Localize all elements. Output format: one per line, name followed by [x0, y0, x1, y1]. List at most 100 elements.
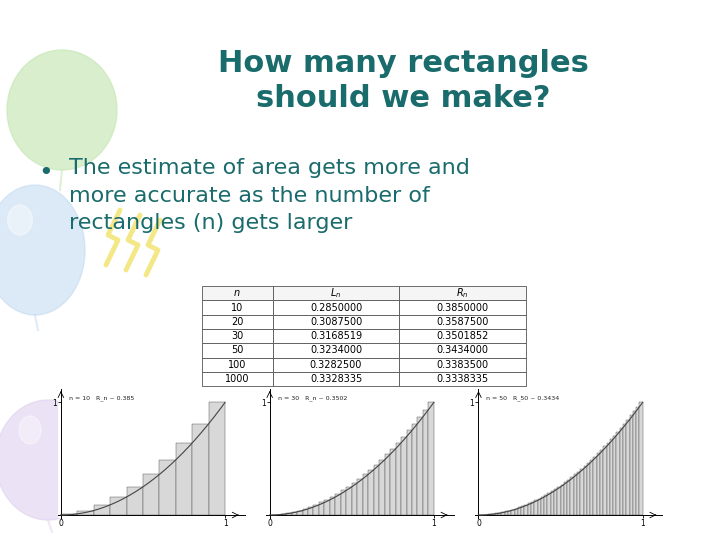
Text: 0.3338335: 0.3338335: [436, 374, 488, 384]
Bar: [498, 513, 501, 515]
Bar: [202, 300, 273, 315]
Bar: [273, 372, 399, 386]
Bar: [281, 514, 286, 515]
Bar: [302, 509, 308, 515]
Text: The estimate of area gets more and
more accurate as the number of
rectangles (n): The estimate of area gets more and more …: [69, 158, 470, 233]
Bar: [341, 490, 346, 515]
Text: 0.3383500: 0.3383500: [436, 360, 488, 370]
Bar: [202, 372, 273, 386]
Text: 0.3282500: 0.3282500: [310, 360, 362, 370]
Text: $R_n$: $R_n$: [456, 286, 469, 300]
Bar: [606, 443, 610, 515]
Bar: [273, 343, 399, 357]
Bar: [557, 487, 561, 515]
Text: 0.3328335: 0.3328335: [310, 374, 362, 384]
Text: How many rectangles
should we make?: How many rectangles should we make?: [217, 49, 589, 113]
Bar: [357, 479, 363, 515]
Text: 10: 10: [231, 302, 243, 313]
Text: 50: 50: [231, 346, 243, 355]
Text: 0.3850000: 0.3850000: [436, 302, 488, 313]
Text: 0.3234000: 0.3234000: [310, 346, 362, 355]
Bar: [399, 300, 526, 315]
Bar: [564, 482, 567, 515]
Bar: [531, 502, 534, 515]
Text: n = 30   R_n ~ 0.3502: n = 30 R_n ~ 0.3502: [278, 395, 347, 401]
Text: n = 50   R_50 ~ 0.3434: n = 50 R_50 ~ 0.3434: [487, 395, 559, 401]
Bar: [620, 428, 623, 515]
Bar: [202, 315, 273, 329]
Text: 0.3168519: 0.3168519: [310, 331, 362, 341]
Bar: [352, 483, 357, 515]
Bar: [492, 514, 495, 515]
Bar: [273, 286, 399, 300]
Bar: [143, 475, 159, 515]
Bar: [407, 430, 412, 515]
Text: 1000: 1000: [225, 374, 250, 384]
Text: 20: 20: [231, 317, 243, 327]
Bar: [428, 402, 434, 515]
Bar: [176, 443, 192, 515]
Bar: [636, 407, 639, 515]
Bar: [495, 514, 498, 515]
Bar: [273, 329, 399, 343]
Bar: [616, 431, 620, 515]
Bar: [534, 501, 538, 515]
Bar: [561, 484, 564, 515]
Bar: [313, 505, 319, 515]
Bar: [639, 402, 643, 515]
Bar: [610, 439, 613, 515]
Bar: [325, 500, 330, 515]
Bar: [528, 503, 531, 515]
Ellipse shape: [7, 205, 32, 235]
Bar: [202, 329, 273, 343]
Bar: [202, 357, 273, 372]
Bar: [379, 460, 384, 515]
Bar: [110, 497, 127, 515]
Bar: [209, 402, 225, 515]
Bar: [399, 372, 526, 386]
Bar: [202, 343, 273, 357]
Bar: [286, 513, 292, 515]
Bar: [192, 424, 209, 515]
Text: $n$: $n$: [233, 288, 241, 298]
Bar: [202, 286, 273, 300]
Bar: [629, 415, 633, 515]
Bar: [61, 514, 77, 515]
Bar: [580, 469, 584, 515]
Bar: [584, 466, 587, 515]
Bar: [538, 499, 541, 515]
Bar: [551, 491, 554, 515]
Bar: [127, 487, 143, 515]
Bar: [521, 506, 524, 515]
Bar: [292, 512, 297, 515]
Bar: [554, 489, 557, 515]
Bar: [308, 507, 313, 515]
Bar: [518, 508, 521, 515]
Bar: [374, 465, 379, 515]
Bar: [363, 475, 368, 515]
Bar: [547, 493, 551, 515]
Ellipse shape: [0, 185, 85, 315]
Bar: [600, 450, 603, 515]
Bar: [319, 503, 325, 515]
Bar: [515, 509, 518, 515]
Bar: [574, 475, 577, 515]
Bar: [412, 424, 418, 515]
Bar: [330, 497, 336, 515]
Bar: [593, 457, 597, 515]
Bar: [541, 497, 544, 515]
Bar: [511, 510, 515, 515]
Ellipse shape: [19, 416, 41, 444]
Bar: [626, 420, 629, 515]
Bar: [368, 470, 374, 515]
Bar: [633, 411, 636, 515]
Bar: [603, 447, 606, 515]
Text: n = 10   R_n ~ 0.385: n = 10 R_n ~ 0.385: [69, 395, 134, 401]
Bar: [399, 343, 526, 357]
Text: 30: 30: [231, 331, 243, 341]
Bar: [623, 424, 626, 515]
Text: 100: 100: [228, 360, 246, 370]
Bar: [336, 494, 341, 515]
Bar: [399, 357, 526, 372]
Bar: [508, 510, 511, 515]
